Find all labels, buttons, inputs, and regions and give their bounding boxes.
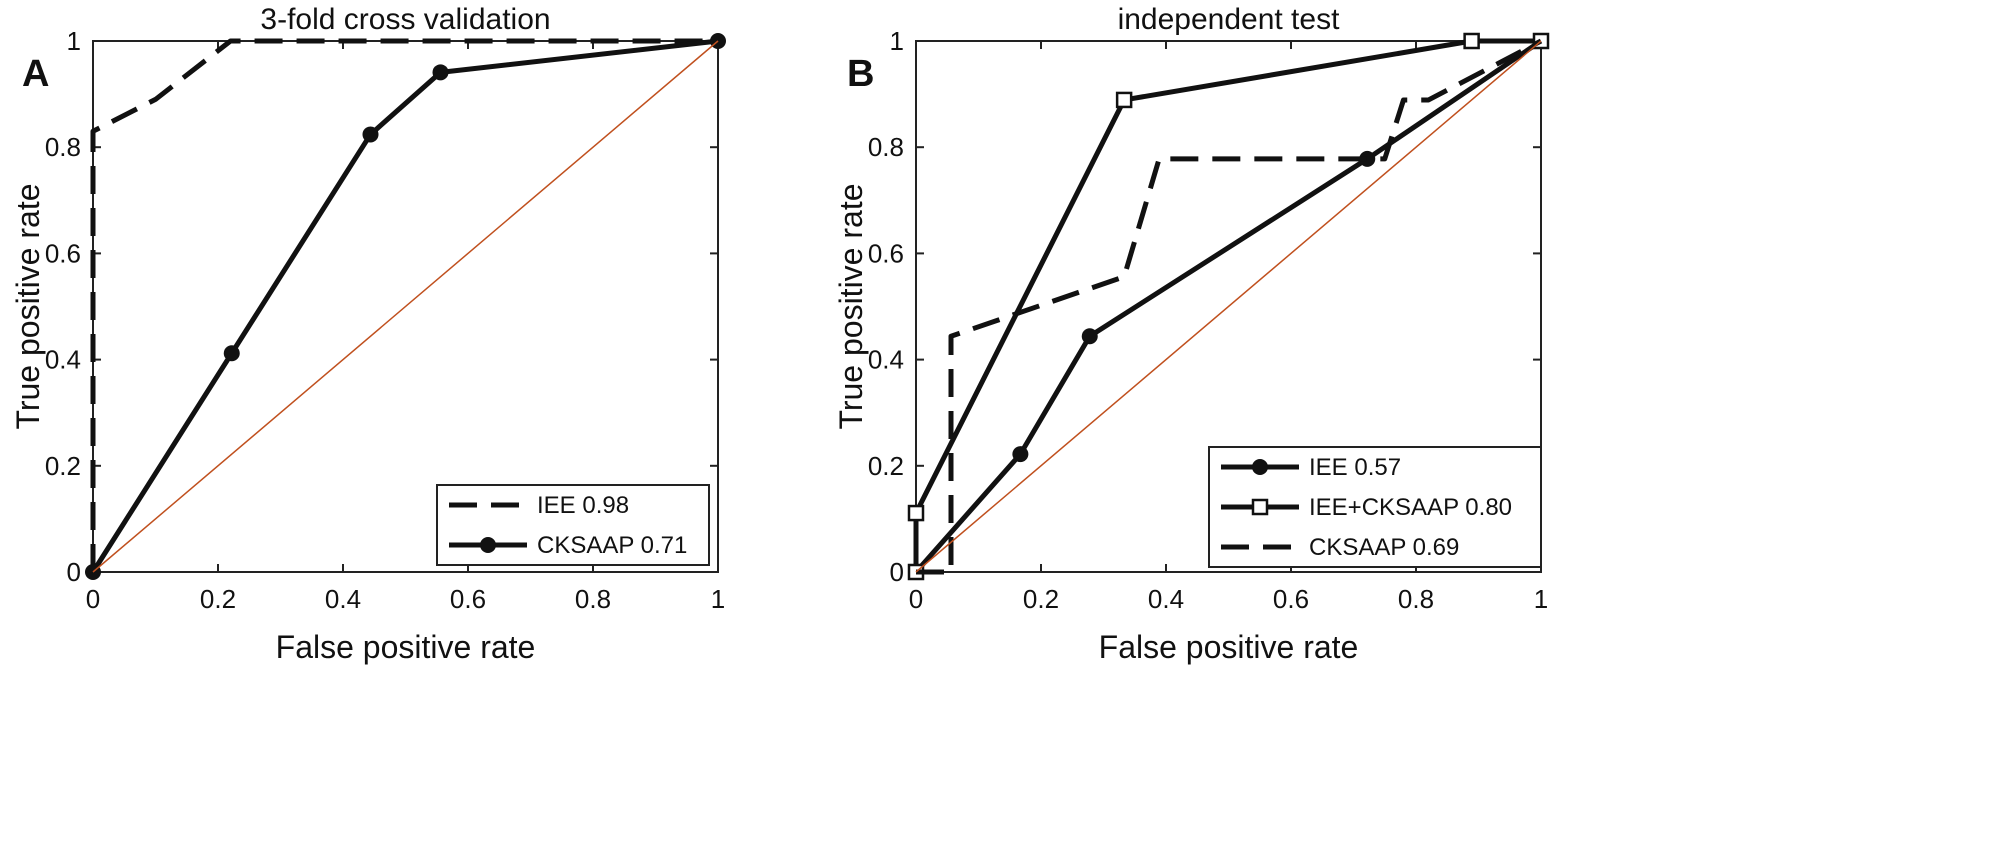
legend-marker [1251, 498, 1269, 516]
x-tick-label: 0.8 [575, 584, 611, 614]
y-axis-label: True positive rate [10, 183, 46, 429]
legend-marker [1252, 459, 1268, 475]
x-tick-label: 1 [711, 584, 725, 614]
y-tick-label: 1 [890, 26, 904, 56]
legend-label: IEE+CKSAAP 0.80 [1309, 494, 1512, 521]
y-tick-label: 0 [67, 557, 81, 587]
legend-marker [480, 537, 496, 553]
x-tick-label: 0.2 [1023, 584, 1059, 614]
x-axis-label: False positive rate [276, 629, 536, 665]
legend-label: CKSAAP 0.71 [537, 532, 687, 559]
x-tick-label: 0 [86, 584, 100, 614]
data-point [1081, 328, 1098, 345]
x-tick-label: 0.4 [325, 584, 361, 614]
legend-label: CKSAAP 0.69 [1309, 534, 1459, 561]
data-point [362, 126, 379, 143]
legend: IEE 0.98 CKSAAP 0.71 [436, 484, 710, 566]
panel-b: 0 0.2 0.4 0.6 0.8 1 0 0.2 0.4 0.6 0.8 1 independent … [833, 3, 1550, 665]
data-point [907, 504, 925, 522]
legend-label: IEE 0.98 [537, 492, 629, 519]
legend-label: IEE 0.57 [1309, 454, 1401, 481]
chart-title: 3-fold cross validation [260, 3, 550, 36]
data-point [1012, 446, 1029, 463]
data-point [1115, 91, 1133, 109]
diagonal-reference-line [915, 40, 1542, 573]
y-tick-label: 0.6 [45, 238, 81, 268]
diagonal-reference-line [92, 40, 719, 573]
x-axis-label: False positive rate [1099, 629, 1359, 665]
x-tick-label: 0.8 [1398, 584, 1434, 614]
y-tick-label: 0 [890, 557, 904, 587]
y-tick-label: 0.2 [868, 451, 904, 481]
y-axis-label: True positive rate [833, 183, 869, 429]
x-tick-label: 0.6 [1273, 584, 1309, 614]
x-tick-label: 0.2 [200, 584, 236, 614]
panel-a: 0 0.2 0.4 0.6 0.8 1 0 0.2 0.4 0.6 0.8 1 3-fold cross… [10, 3, 726, 665]
data-point [1463, 32, 1480, 50]
y-tick-label: 1 [67, 26, 81, 56]
y-tick-label: 0.2 [45, 451, 81, 481]
x-tick-label: 0 [909, 584, 923, 614]
y-tick-label: 0.4 [868, 345, 904, 375]
data-point [432, 64, 449, 81]
panel-label: A [22, 53, 49, 95]
panel-label: B [847, 53, 874, 95]
data-point [1359, 150, 1376, 167]
y-tick-label: 0.6 [868, 238, 904, 268]
legend: IEE 0.57 IEE+CKSAAP 0.80 CKSAAP 0.69 [1208, 446, 1542, 568]
x-tick-label: 0.6 [450, 584, 486, 614]
data-point [223, 345, 240, 362]
chart-title: independent test [1118, 3, 1341, 36]
y-tick-label: 0.8 [45, 132, 81, 162]
legend-box [436, 484, 710, 566]
series-line-1 [90, 38, 718, 572]
x-tick-label: 1 [1534, 584, 1548, 614]
plot-frame [915, 40, 1542, 573]
y-tick-label: 0.4 [45, 345, 81, 375]
y-tick-label: 0.8 [868, 132, 904, 162]
x-tick-label: 0.4 [1148, 584, 1184, 614]
